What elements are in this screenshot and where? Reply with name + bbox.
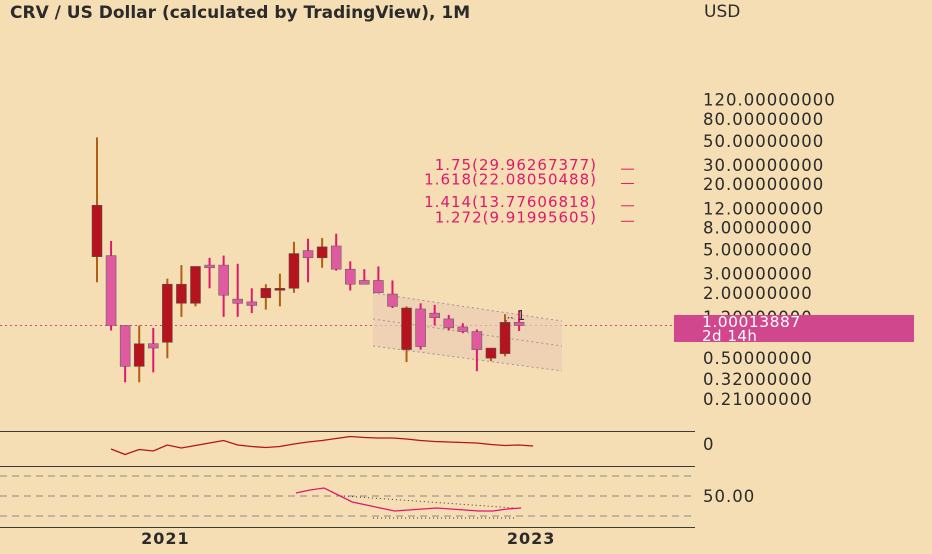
candle-body: [246, 301, 258, 306]
oscillator-axis-label: 0: [703, 435, 714, 454]
y-axis-tick-label: 120.00000000: [703, 91, 836, 110]
current-price-value: 1.00013887: [702, 313, 801, 331]
candle-body: [429, 312, 440, 318]
candle-body: [485, 347, 497, 359]
candle-body: [373, 280, 384, 294]
y-axis-tick-label: 2.00000000: [703, 284, 813, 303]
current-price-badge: 1.00013887 2d 14h: [674, 313, 914, 345]
wave-annotation-line: [502, 316, 516, 326]
y-axis-tick-label: 8.00000000: [703, 218, 813, 237]
candle-body: [359, 280, 370, 285]
x-axis-tick-label: 2021: [141, 529, 190, 548]
y-axis-tick-label: 30.00000000: [703, 156, 824, 175]
fib-level-label: 1.414(13.77606818): [424, 193, 597, 211]
candle-body: [119, 325, 131, 367]
candle-body: [232, 298, 243, 304]
candle-countdown: 2d 14h: [702, 327, 758, 345]
candle-body: [204, 264, 215, 269]
candle-body: [105, 255, 117, 326]
x-axis-tick-label: 2023: [507, 529, 556, 548]
y-axis-tick-label: 20.00000000: [703, 175, 824, 194]
oscillator-line: [110, 435, 534, 456]
candle-body: [443, 318, 454, 329]
wave-annotation-label: 1: [517, 309, 525, 324]
candle-body: [316, 246, 328, 259]
y-axis-tick-label: 0.50000000: [703, 349, 813, 368]
channel-upper-line: [372, 292, 563, 322]
candle-body: [345, 268, 356, 285]
candle-body: [330, 245, 342, 270]
y-axis-tick-label: 0.21000000: [703, 390, 813, 409]
candle-body: [401, 307, 412, 350]
candle-body: [471, 331, 483, 350]
chart-title: CRV / US Dollar (calculated by TradingVi…: [10, 3, 471, 23]
rsi-line: [295, 487, 522, 512]
fib-level-label: 1.618(22.08050488): [424, 171, 597, 189]
candle-body: [133, 343, 145, 367]
candle-body: [176, 283, 187, 304]
candle-body: [274, 288, 286, 291]
candle-body: [260, 288, 272, 299]
fib-level-label: 1.272(9.91995605): [435, 208, 597, 226]
candle-body: [190, 266, 201, 304]
candle-body: [499, 322, 511, 354]
y-axis-tick-label: 80.00000000: [703, 110, 824, 129]
fib-level-label: 1.75(29.96267377): [435, 156, 597, 174]
candle-body: [302, 250, 314, 259]
y-axis-tick-label: 0.32000000: [703, 370, 813, 389]
rsi-divergence-upper: [343, 495, 516, 509]
candle-body: [148, 343, 159, 349]
currency-label: USD: [704, 2, 741, 22]
candle-body: [513, 322, 525, 326]
y-axis-tick-label: 5.00000000: [703, 241, 813, 260]
candle-body: [415, 308, 426, 347]
candle-body: [288, 253, 300, 289]
candle-body: [387, 293, 398, 307]
y-axis-tick-label: 50.00000000: [703, 132, 824, 151]
candle-body: [162, 283, 173, 343]
candle-body: [457, 326, 469, 332]
channel-lower-line: [372, 345, 563, 372]
y-axis-tick-label: 3.00000000: [703, 265, 813, 284]
candle-body: [218, 264, 229, 296]
candle-body: [91, 205, 103, 257]
y-axis-tick-label: 12.00000000: [703, 199, 824, 218]
rsi-axis-label: 50.00: [703, 487, 755, 506]
